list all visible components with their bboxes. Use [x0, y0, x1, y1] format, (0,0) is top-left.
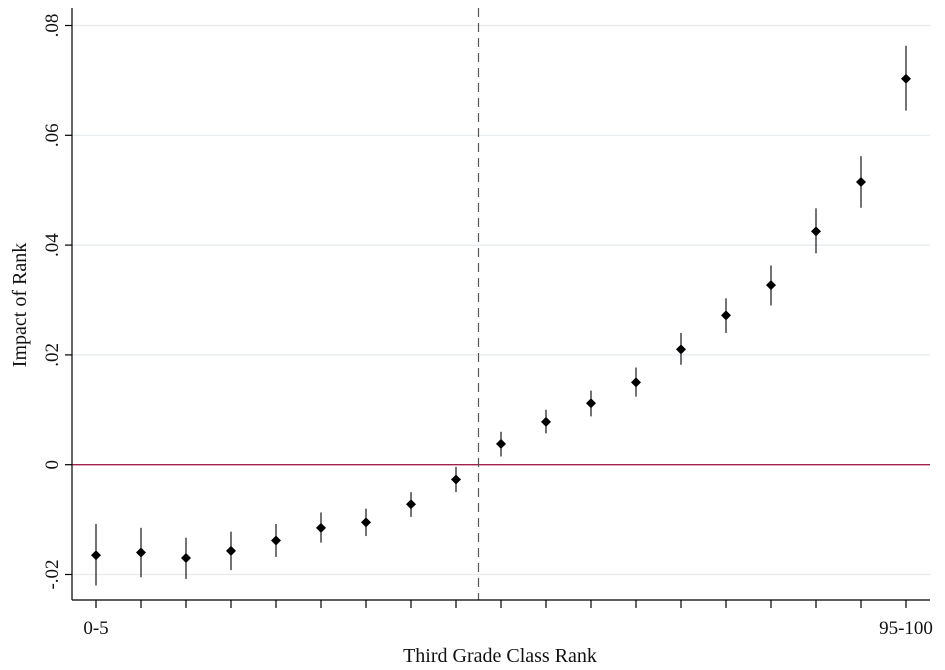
x-tick-label: 95-100 [879, 618, 933, 639]
data-point [811, 226, 821, 237]
data-point [361, 517, 371, 528]
data-point [226, 545, 236, 556]
reference-lines [72, 8, 930, 600]
data-point [496, 438, 506, 449]
y-tick-label: .04 [42, 233, 63, 257]
y-tick-label: .02 [42, 343, 63, 367]
data-point [901, 73, 911, 84]
data-point [316, 522, 326, 533]
x-axis-title: Third Grade Class Rank [403, 645, 597, 667]
data-point [766, 280, 776, 291]
data-point [181, 553, 191, 564]
data-point [451, 474, 461, 485]
data-point [91, 550, 101, 561]
data-point [631, 377, 641, 388]
y-axis-title: Impact of Rank [9, 243, 31, 367]
data-point [271, 535, 281, 546]
data-point [136, 547, 146, 558]
data-point [676, 344, 686, 355]
data-point [541, 416, 551, 427]
y-tick-label: -.02 [42, 559, 63, 589]
y-tick-label: 0 [42, 460, 63, 470]
tick-marks: -.02 0 .02 .04 .06 .08 0-5 95-100 [42, 14, 933, 639]
gridlines [72, 24, 930, 576]
y-tick-label: .06 [42, 123, 63, 147]
x-tick-label: 0-5 [83, 618, 108, 639]
data-point [721, 310, 731, 321]
data-point [586, 398, 596, 409]
y-tick-label: .08 [42, 14, 63, 38]
data-point [406, 499, 416, 510]
data-point [856, 176, 866, 187]
data-points [91, 45, 911, 586]
